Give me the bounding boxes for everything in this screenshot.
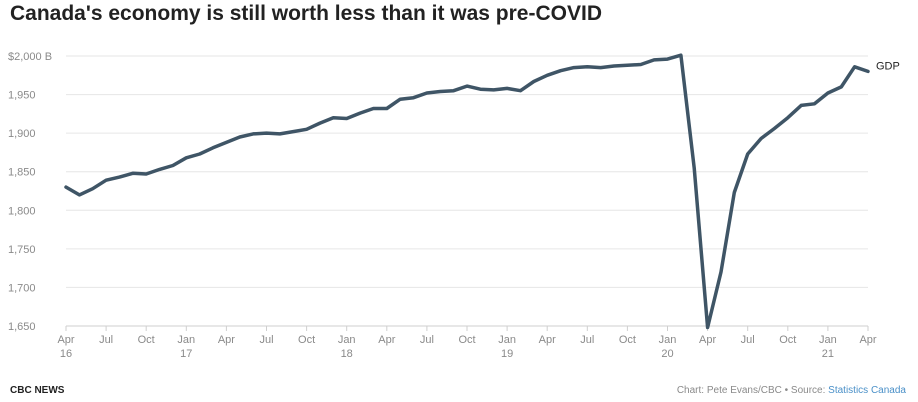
x-tick-label-2017-10: Oct xyxy=(298,334,315,346)
x-tick-label-2019-07: Jul xyxy=(580,334,594,346)
series-layer: GDP xyxy=(64,53,900,330)
x-tick-label-2017-01: Jan xyxy=(177,334,195,346)
y-tick-label-2000: $2,000 B xyxy=(8,51,52,63)
x-tick-label-2019-04: Apr xyxy=(539,334,556,346)
x-tick-label-2016-07: Jul xyxy=(99,334,113,346)
y-tick-label-1850: 1,850 xyxy=(8,167,36,179)
y-tick-label-1950: 1,950 xyxy=(8,90,36,102)
x-tick-label-2016-04: Apr xyxy=(57,334,74,346)
chart-credit: Chart: Pete Evans/CBC • Source: Statisti… xyxy=(677,385,906,396)
x-tick-label-2021-01: Jan xyxy=(819,334,837,346)
x-tick-label-2018-04: Apr xyxy=(378,334,395,346)
x-tick-label-2020-07: Jul xyxy=(741,334,755,346)
y-tick-label-1900: 1,900 xyxy=(8,128,36,140)
x-tick-label-2020-04: Apr xyxy=(699,334,716,346)
x-tick-year-2019-01: 19 xyxy=(501,348,513,360)
x-tick-label-2017-07: Jul xyxy=(259,334,273,346)
credit-text: Chart: Pete Evans/CBC • Source: xyxy=(676,385,829,396)
chart-title: Canada's economy is still worth less tha… xyxy=(10,2,602,25)
x-tick-label-2019-01: Jan xyxy=(498,334,516,346)
y-tick-label-1750: 1,750 xyxy=(8,244,36,256)
x-tick-year-2020-01: 20 xyxy=(661,348,673,360)
cbc-news-brand: CBC NEWS xyxy=(10,385,65,396)
x-tick-year-2016-04: 16 xyxy=(60,348,72,360)
x-tick-label-2018-01: Jan xyxy=(338,334,356,346)
x-tick-label-2017-04: Apr xyxy=(218,334,235,346)
series-label-gdp: GDP xyxy=(876,60,900,72)
x-tick-label-2019-10: Oct xyxy=(619,334,636,346)
x-tick-year-2021-01: 21 xyxy=(822,348,834,360)
y-tick-label-1650: 1,650 xyxy=(8,321,36,333)
gridlines xyxy=(66,55,868,288)
y-tick-label-1700: 1,700 xyxy=(8,282,36,294)
x-tick-label-2018-07: Jul xyxy=(420,334,434,346)
x-tick-label-2020-10: Oct xyxy=(779,334,796,346)
y-axis-tick-labels: $2,000 B 1,950 1,900 1,850 1,800 1,750 1,700 1,… xyxy=(8,51,52,333)
source-link[interactable]: Statistics Canada xyxy=(828,385,906,396)
x-tick-label-2020-01: Jan xyxy=(659,334,677,346)
x-tick-year-2018-01: 18 xyxy=(341,348,353,360)
x-tick-label-2016-10: Oct xyxy=(138,334,155,346)
y-tick-label-1800: 1,800 xyxy=(8,205,36,217)
series-line-gdp xyxy=(64,53,870,330)
x-axis: Apr 16 Jul Oct Jan 17 Apr Jul Oct Jan 18 Apr Jul Oct J… xyxy=(57,325,877,360)
x-tick-label-2021-04: Apr xyxy=(859,334,876,346)
x-tick-year-2017-01: 17 xyxy=(180,348,192,360)
x-tick-label-2018-10: Oct xyxy=(458,334,475,346)
